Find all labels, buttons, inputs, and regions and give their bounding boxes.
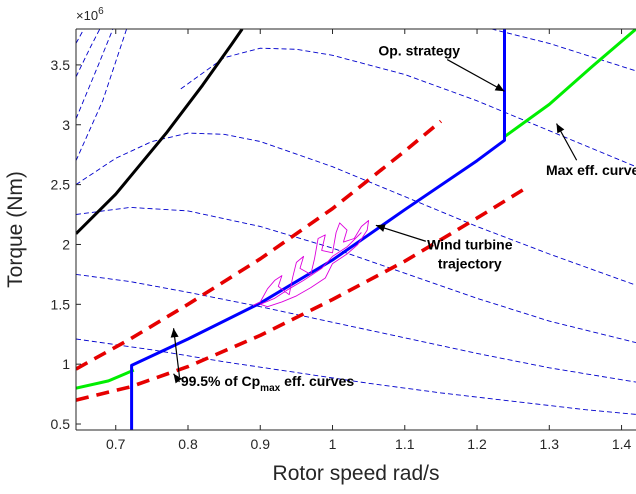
x-tick-label: 1.3 — [540, 436, 560, 452]
annotation-0-arrow-head — [494, 83, 505, 92]
series-line-6 — [76, 29, 128, 161]
x-tick-label: 1.2 — [467, 436, 487, 452]
y-tick-label: 1.5 — [51, 296, 71, 312]
annotation-0-label: Op. strategy — [378, 43, 460, 59]
series-line-1 — [76, 273, 636, 383]
series-line-16 — [252, 220, 370, 308]
series-line-12 — [76, 185, 529, 402]
series-line-10 — [76, 29, 244, 235]
y-tick-label: 3 — [62, 117, 70, 133]
annotation-0-arrow-line — [446, 59, 505, 92]
y-axis-title: Torque (Nm) — [4, 171, 27, 288]
series-line-8 — [76, 29, 101, 78]
x-tick-label: 0.9 — [251, 436, 271, 452]
x-axis-title: Rotor speed rad/s — [273, 462, 440, 485]
series-line-9 — [76, 29, 85, 44]
annotation-2-label: Wind turbine — [427, 236, 513, 252]
x-tick-label: 1 — [329, 436, 337, 452]
series-line-13 — [76, 368, 135, 390]
series-line-4 — [180, 47, 636, 168]
axes-layer: 0.7 0.8 0.9 1 1.1 1.2 1.3 1.4 0.5 1 1.5 2 2.5 3 3.5 ×10… — [4, 6, 636, 485]
y-multiplier: ×106 — [76, 6, 104, 23]
series-line-7 — [76, 29, 114, 119]
annotation-1-label: Max eff. curve — [546, 162, 636, 178]
x-tick-label: 1.4 — [612, 436, 632, 452]
y-tick-label: 3.5 — [51, 57, 71, 73]
y-tick-label: 0.5 — [51, 416, 71, 432]
annotation-1-arrow-head — [556, 123, 565, 134]
series-line-2 — [76, 338, 636, 415]
y-tick-label: 2 — [62, 236, 70, 252]
annotation-3-arrow-2-head — [173, 373, 183, 384]
series-line-11 — [76, 119, 443, 371]
series-layer — [76, 29, 636, 430]
series-line-0 — [76, 206, 636, 344]
annotation-3-label: 99.5% of Cpmax eff. curves — [181, 373, 355, 394]
annotation-2-arrow-head — [375, 224, 386, 232]
x-tick-label: 0.7 — [106, 436, 126, 452]
series-line-14 — [503, 29, 636, 138]
annotation-2-label-2: trajectory — [438, 255, 502, 271]
series-line-3 — [76, 132, 636, 286]
y-tick-label: 2.5 — [51, 177, 71, 193]
x-tick-label: 0.8 — [178, 436, 198, 452]
series-line-5 — [491, 29, 636, 72]
y-tick-label: 1 — [62, 356, 70, 372]
annotations-layer: Op. strategy Max eff. curve Wind turbine tr… — [170, 43, 636, 394]
series-line-15 — [130, 29, 506, 430]
annotation-3-arrow-1-head — [170, 328, 179, 338]
x-tick-label: 1.1 — [395, 436, 415, 452]
